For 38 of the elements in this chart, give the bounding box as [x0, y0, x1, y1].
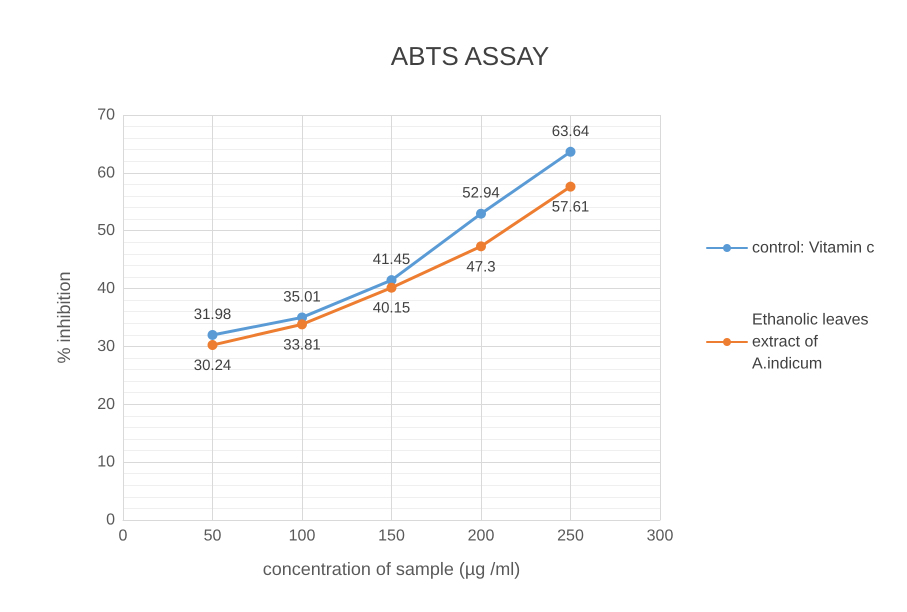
y-tick-label: 0	[106, 512, 116, 528]
y-axis-title: % inhibition	[54, 271, 74, 364]
x-tick-label: 50	[204, 528, 222, 544]
y-tick-label: 30	[97, 338, 116, 355]
data-label: 40.15	[372, 300, 410, 317]
data-label: 31.98	[194, 306, 232, 323]
point	[208, 340, 218, 350]
y-tick-label: 20	[97, 396, 116, 413]
chart-title: ABTS ASSAY	[390, 41, 550, 71]
data-label: 33.81	[283, 336, 321, 354]
y-tick-label: 50	[97, 222, 116, 240]
point	[386, 282, 396, 293]
x-tick-label: 200	[468, 528, 494, 544]
point	[566, 182, 576, 192]
legend-label: control: Vitamin c	[752, 240, 874, 256]
legend-label: Ethanolic leaves extract of A.indicum	[752, 312, 873, 372]
y-tick-label: 70	[97, 106, 116, 124]
x-tick-label: 250	[557, 528, 584, 544]
y-tick-label: 60	[97, 164, 116, 182]
y-tick-label: 10	[97, 454, 116, 471]
point	[566, 146, 576, 157]
point	[208, 330, 218, 340]
x-axis-title: concentration of sample (µg /ml)	[262, 559, 520, 579]
x-tick-label: 100	[288, 528, 316, 544]
x-tick-label: 300	[646, 528, 674, 544]
data-label: 35.01	[283, 288, 321, 306]
data-label: 63.64	[552, 122, 590, 140]
data-label: 52.94	[462, 184, 500, 202]
x-tick-label: 0	[118, 528, 128, 544]
data-label: 30.24	[194, 357, 232, 374]
x-tick-label: 150	[378, 528, 405, 544]
data-label: 41.45	[372, 251, 410, 268]
data-label: 47.3	[466, 258, 496, 276]
point	[297, 319, 307, 330]
y-tick-label: 40	[97, 280, 116, 298]
point	[476, 208, 486, 219]
data-label: 57.61	[552, 198, 590, 216]
point	[476, 241, 486, 252]
